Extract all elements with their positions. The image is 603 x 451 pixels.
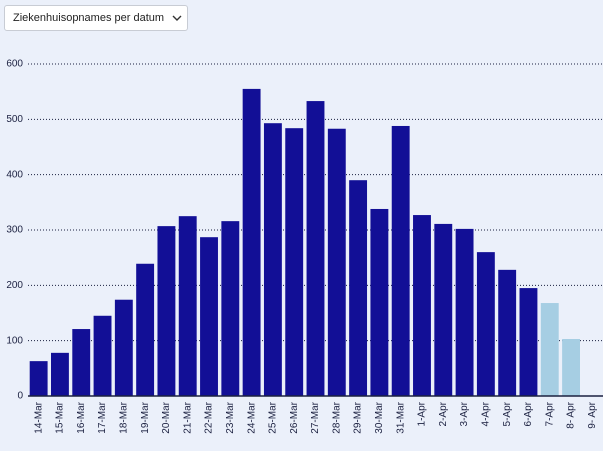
dropdown-label: Ziekenhuisopnames per datum xyxy=(13,12,165,24)
y-tick-label: 100 xyxy=(6,335,23,346)
y-tick-label: 300 xyxy=(6,225,23,236)
x-tick-label: 20-Mar xyxy=(161,401,172,433)
bar xyxy=(476,252,495,396)
bar xyxy=(200,237,218,396)
y-tick-label: 500 xyxy=(6,114,23,125)
x-tick-label: 16-Mar xyxy=(76,401,87,433)
x-tick-label: 5-Apr xyxy=(502,401,513,426)
bar xyxy=(221,221,240,396)
bar xyxy=(263,123,282,396)
x-tick-label: 7-Apr xyxy=(544,401,555,426)
dropdown[interactable]: Ziekenhuisopnames per datum xyxy=(4,5,188,31)
x-tick-label: 30-Mar xyxy=(374,401,385,433)
bar xyxy=(327,128,346,397)
x-tick-label: 9- Apr xyxy=(587,401,598,428)
x-tick-label: 29-Mar xyxy=(353,401,364,433)
bar xyxy=(178,216,197,396)
x-tick-label: 15-Mar xyxy=(55,401,66,433)
x-tick-label: 3-Apr xyxy=(459,401,470,426)
bar xyxy=(349,180,368,396)
x-tick-label: 23-Mar xyxy=(225,401,236,433)
x-tick-label: 22-Mar xyxy=(204,401,215,433)
x-tick-label: 6-Apr xyxy=(523,401,534,426)
y-tick-label: 200 xyxy=(6,280,23,291)
bar xyxy=(242,88,261,397)
bar xyxy=(93,315,112,396)
bar xyxy=(51,352,69,396)
x-tick-label: 31-Mar xyxy=(395,401,406,433)
bar xyxy=(306,101,325,396)
y-tick-label: 400 xyxy=(6,169,23,180)
x-tick-label: 4-Apr xyxy=(481,401,492,426)
x-tick-label: 17-Mar xyxy=(97,401,108,433)
x-tick-label: 1-Apr xyxy=(417,401,428,426)
bar xyxy=(136,263,155,396)
bar xyxy=(391,125,410,397)
bar xyxy=(540,303,559,396)
bar xyxy=(157,226,176,396)
x-tick-label: 8- Apr xyxy=(566,401,577,428)
x-tick-label: 24-Mar xyxy=(246,401,257,433)
x-tick-label: 2-Apr xyxy=(438,401,449,426)
x-tick-label: 14-Mar xyxy=(33,401,44,433)
y-tick-label: 600 xyxy=(6,59,23,70)
bar xyxy=(413,215,431,396)
bar xyxy=(498,269,517,396)
chevron xyxy=(172,15,182,21)
bar xyxy=(114,299,133,396)
bar xyxy=(285,128,304,397)
x-tick-label: 25-Mar xyxy=(268,401,279,433)
y-tick-label: 0 xyxy=(17,391,23,402)
bar xyxy=(519,288,538,396)
x-tick-label: 27-Mar xyxy=(310,401,321,433)
x-tick-label: 18-Mar xyxy=(118,401,129,433)
bar xyxy=(370,208,389,396)
x-tick-label: 21-Mar xyxy=(182,401,193,433)
bar xyxy=(72,329,91,396)
x-tick-label: 19-Mar xyxy=(140,401,151,433)
bar xyxy=(434,223,453,396)
x-tick-label: 26-Mar xyxy=(289,401,300,433)
bar xyxy=(455,228,474,396)
bar xyxy=(562,339,580,396)
bar xyxy=(29,361,48,396)
x-tick-label: 28-Mar xyxy=(331,401,342,433)
